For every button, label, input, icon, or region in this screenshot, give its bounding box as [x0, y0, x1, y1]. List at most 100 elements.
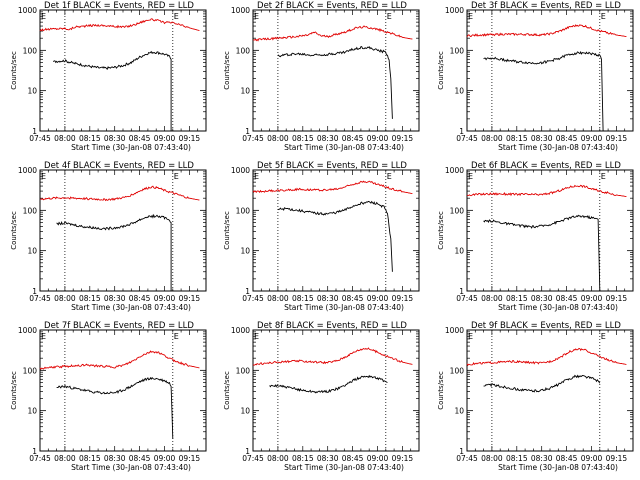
series-line-lld [466, 24, 627, 37]
x-tick-label: 07:45 [242, 454, 264, 463]
y-axis-label: Counts/sec [437, 51, 445, 90]
x-tick-label: 08:45 [342, 454, 364, 463]
time-marker-label: E [41, 12, 46, 21]
panel-7: Det 7f BLACK = Events, RED = LLD 1 10 100 10… [10, 321, 207, 472]
x-axis-label: Start Time (30-Jan-08 07:43:40) [498, 303, 618, 312]
time-marker-label: E [468, 12, 473, 21]
y-tick-label: 100 [236, 366, 251, 375]
x-tick-label: 07:45 [29, 134, 51, 143]
y-tick-label: 1000 [18, 166, 37, 175]
y-tick-label: 10 [454, 407, 464, 416]
x-tick-label: 08:30 [104, 134, 126, 143]
time-marker-label: E [387, 172, 392, 181]
x-tick-label: 08:45 [129, 134, 151, 143]
x-tick-label: 08:15 [79, 294, 101, 303]
y-tick-label: 1000 [18, 6, 37, 15]
x-tick-label: 08:45 [129, 454, 151, 463]
series-line-events [483, 374, 601, 393]
x-tick-label: 09:15 [606, 454, 628, 463]
x-tick-label: 08:00 [54, 294, 76, 303]
series-line-lld [252, 347, 413, 366]
panel-8: Det 8f BLACK = Events, RED = LLD 1 10 100 10… [223, 321, 420, 472]
x-tick-label: 09:00 [581, 294, 603, 303]
y-tick-label: 10 [454, 87, 464, 96]
x-tick-label: 07:45 [29, 454, 51, 463]
series-line-events [277, 46, 393, 119]
x-axis-label: Start Time (30-Jan-08 07:43:40) [498, 143, 618, 152]
x-tick-label: 07:45 [242, 294, 264, 303]
panel-title: Det 6f BLACK = Events, RED = LLD [471, 161, 621, 171]
x-tick-label: 09:00 [581, 134, 603, 143]
y-tick-label: 10 [240, 247, 250, 256]
panel-title: Det 9f BLACK = Events, RED = LLD [471, 321, 621, 331]
x-tick-label: 07:45 [29, 294, 51, 303]
panel-title: Det 8f BLACK = Events, RED = LLD [257, 321, 407, 331]
series-line-events [56, 213, 172, 291]
x-tick-label: 09:00 [581, 454, 603, 463]
panel-5: Det 5f BLACK = Events, RED = LLD 1 10 100 10… [223, 161, 420, 312]
y-tick-label: 100 [23, 206, 38, 215]
x-axis-label: Start Time (30-Jan-08 07:43:40) [71, 143, 191, 152]
x-tick-label: 09:00 [154, 454, 176, 463]
y-tick-label: 1000 [445, 6, 464, 15]
y-axis-label: Counts/sec [223, 211, 231, 250]
x-tick-label: 08:15 [506, 454, 528, 463]
x-tick-label: 08:45 [342, 294, 364, 303]
panel-title: Det 5f BLACK = Events, RED = LLD [257, 161, 407, 171]
time-marker-label: E [468, 172, 473, 181]
y-tick-label: 100 [236, 46, 251, 55]
x-tick-label: 08:00 [481, 454, 503, 463]
y-axis-label: Counts/sec [437, 211, 445, 250]
x-tick-label: 09:15 [179, 454, 201, 463]
series-line-lld [466, 347, 627, 367]
y-tick-label: 1000 [231, 166, 250, 175]
x-tick-label: 08:15 [79, 454, 101, 463]
y-tick-label: 1 [32, 127, 37, 136]
x-tick-label: 08:00 [267, 294, 289, 303]
y-tick-label: 100 [450, 206, 465, 215]
y-tick-label: 1 [459, 287, 464, 296]
x-tick-label: 08:30 [531, 454, 553, 463]
y-tick-label: 1 [32, 287, 37, 296]
y-axis-label: Counts/sec [10, 51, 18, 90]
series-line-events [269, 374, 388, 394]
time-marker-label: E [601, 172, 606, 181]
x-tick-label: 08:30 [317, 294, 339, 303]
x-axis-label: Start Time (30-Jan-08 07:43:40) [284, 463, 404, 472]
time-marker-label: E [174, 332, 179, 341]
x-tick-label: 09:15 [392, 134, 414, 143]
x-tick-label: 08:30 [104, 294, 126, 303]
series-line-lld [253, 25, 413, 42]
y-tick-label: 10 [27, 247, 37, 256]
y-tick-label: 1 [245, 127, 250, 136]
x-tick-label: 08:30 [531, 134, 553, 143]
x-tick-label: 08:45 [129, 294, 151, 303]
x-tick-label: 08:30 [317, 454, 339, 463]
y-tick-label: 100 [236, 206, 251, 215]
time-marker-label: E [41, 172, 46, 181]
x-tick-label: 08:15 [506, 134, 528, 143]
y-tick-label: 10 [27, 407, 37, 416]
panel-6: Det 6f BLACK = Events, RED = LLD 1 10 100 10… [437, 161, 634, 312]
x-tick-label: 08:00 [481, 134, 503, 143]
series-line-lld [39, 350, 200, 370]
time-marker-label: E [468, 332, 473, 341]
x-tick-label: 07:45 [456, 294, 478, 303]
panel-3: Det 3f BLACK = Events, RED = LLD 1 10 100 10… [437, 1, 634, 152]
x-tick-label: 08:00 [54, 134, 76, 143]
x-tick-label: 09:15 [392, 454, 414, 463]
panel-4: Det 4f BLACK = Events, RED = LLD 1 10 100 10… [10, 161, 207, 312]
x-tick-label: 08:15 [79, 134, 101, 143]
x-tick-label: 09:00 [154, 294, 176, 303]
y-tick-label: 1000 [231, 6, 250, 15]
panel-9: Det 9f BLACK = Events, RED = LLD 1 10 100 10… [437, 321, 634, 472]
x-tick-label: 09:15 [392, 294, 414, 303]
y-axis-label: Counts/sec [10, 211, 18, 250]
panel-title: Det 7f BLACK = Events, RED = LLD [44, 321, 194, 331]
x-tick-label: 08:15 [506, 294, 528, 303]
time-marker-label: E [387, 332, 392, 341]
series-line-events [52, 50, 172, 131]
time-marker-label: E [254, 332, 259, 341]
y-tick-label: 100 [450, 46, 465, 55]
